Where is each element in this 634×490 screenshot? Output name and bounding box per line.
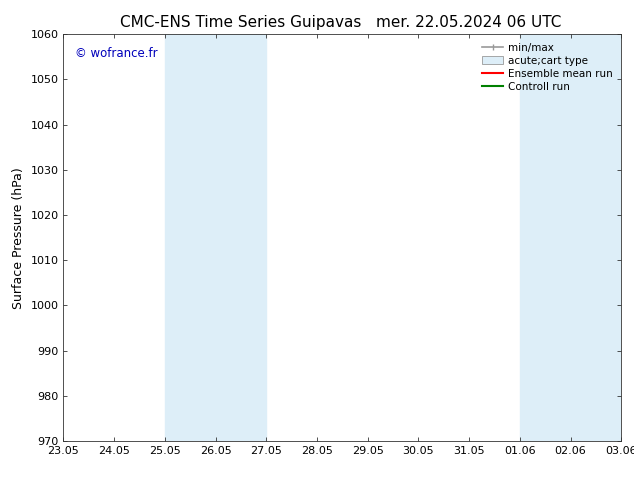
- Legend: min/max, acute;cart type, Ensemble mean run, Controll run: min/max, acute;cart type, Ensemble mean …: [479, 40, 616, 95]
- Bar: [520, 34, 621, 441]
- Bar: [165, 34, 266, 441]
- Text: © wofrance.fr: © wofrance.fr: [75, 47, 157, 59]
- Y-axis label: Surface Pressure (hPa): Surface Pressure (hPa): [12, 167, 25, 309]
- Text: mer. 22.05.2024 06 UTC: mer. 22.05.2024 06 UTC: [377, 15, 562, 30]
- Text: CMC-ENS Time Series Guipavas: CMC-ENS Time Series Guipavas: [120, 15, 361, 30]
